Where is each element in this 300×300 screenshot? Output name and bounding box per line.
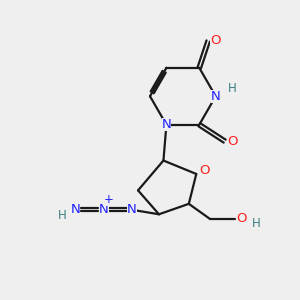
Text: O: O [210,34,221,47]
Text: N: N [127,203,137,216]
Text: H: H [228,82,236,95]
Text: O: O [236,212,247,225]
Text: N: N [70,203,80,216]
Text: N: N [211,90,220,103]
Text: H: H [252,217,261,230]
Text: N: N [99,203,109,216]
Text: +: + [103,193,113,206]
Text: O: O [200,164,210,178]
Text: O: O [227,135,237,148]
Text: N: N [161,118,171,131]
Text: H: H [58,209,66,222]
